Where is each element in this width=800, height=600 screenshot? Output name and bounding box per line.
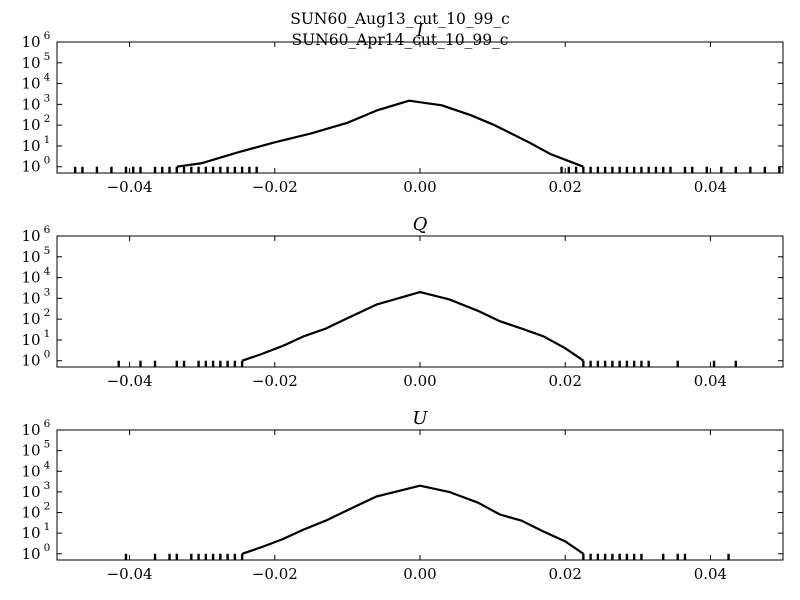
- plot-frame-q: [56, 235, 784, 368]
- y-tick-label: 10: [21, 524, 40, 542]
- y-tick-exponent: 2: [44, 501, 51, 513]
- y-tick-exponent: 0: [44, 542, 51, 554]
- y-tick-label: 10: [21, 95, 40, 113]
- y-tick-label: 10: [21, 310, 40, 328]
- x-tick-label: −0.02: [252, 565, 298, 583]
- y-tick-exponent: 4: [44, 266, 51, 278]
- y-tick-label: 10: [21, 289, 40, 307]
- distribution-curve-q: [241, 291, 585, 362]
- figure-title-line-2: SUN60_Apr14_cut_10_99_c: [292, 31, 509, 49]
- y-tick-label: 10: [21, 33, 40, 51]
- y-tick-exponent: 3: [44, 286, 51, 298]
- x-tick-label: 0.00: [403, 372, 436, 390]
- plot-frame-u: [56, 429, 784, 561]
- y-tick-exponent: 1: [44, 134, 51, 146]
- y-tick-label: 10: [21, 227, 40, 245]
- x-tick-label: 0.02: [548, 372, 581, 390]
- y-tick-exponent: 6: [44, 224, 51, 236]
- y-tick-label: 10: [21, 54, 40, 72]
- y-tick-label: 10: [21, 462, 40, 480]
- y-tick-exponent: 4: [44, 72, 51, 84]
- panel-title-i: I: [415, 20, 424, 41]
- y-tick-exponent: 3: [44, 480, 51, 492]
- y-tick-label: 10: [21, 116, 40, 134]
- x-tick-label: −0.04: [107, 372, 153, 390]
- distribution-curve-i: [176, 99, 584, 168]
- x-tick-label: −0.04: [107, 565, 153, 583]
- y-tick-label: 10: [21, 158, 40, 176]
- y-tick-exponent: 0: [44, 349, 51, 361]
- y-tick-label: 10: [21, 483, 40, 501]
- y-tick-label: 10: [21, 137, 40, 155]
- x-tick-label: −0.04: [107, 178, 153, 196]
- y-tick-exponent: 1: [44, 328, 51, 340]
- y-tick-label: 10: [21, 421, 40, 439]
- y-tick-exponent: 6: [44, 30, 51, 42]
- y-tick-exponent: 6: [44, 418, 51, 430]
- y-tick-exponent: 2: [44, 307, 51, 319]
- x-tick-label: 0.02: [548, 178, 581, 196]
- y-tick-label: 10: [21, 545, 40, 563]
- x-tick-label: 0.00: [403, 178, 436, 196]
- x-tick-label: 0.04: [694, 178, 727, 196]
- panel-u: U −0.04 −0.02 0.00 0.02 0.04 10 0 10 1 10 2 10 3 10 4 10…: [21, 408, 784, 583]
- y-tick-label: 10: [21, 352, 40, 370]
- y-tick-label: 10: [21, 504, 40, 522]
- panel-title-q: Q: [413, 214, 428, 235]
- x-tick-label: −0.02: [252, 372, 298, 390]
- y-tick-exponent: 5: [44, 245, 51, 257]
- y-tick-exponent: 3: [44, 92, 51, 104]
- distribution-curve-u: [241, 484, 585, 555]
- panel-title-u: U: [412, 408, 428, 429]
- y-tick-label: 10: [21, 75, 40, 93]
- x-tick-label: 0.04: [694, 372, 727, 390]
- plot-frame-i: [56, 41, 784, 174]
- x-tick-label: 0.04: [694, 565, 727, 583]
- x-tick-label: 0.02: [548, 565, 581, 583]
- y-tick-exponent: 1: [44, 521, 51, 533]
- y-tick-label: 10: [21, 248, 40, 266]
- panel-i: I −0.04 −0.02 0.00 0.02 0.04 10 0 10 1 10 2 10 3 10 4 10…: [21, 20, 784, 196]
- y-tick-exponent: 2: [44, 113, 51, 125]
- y-tick-exponent: 5: [44, 51, 51, 63]
- y-tick-label: 10: [21, 269, 40, 287]
- y-tick-exponent: 0: [44, 155, 51, 167]
- figure-title-line-1: SUN60_Aug13_cut_10_99_c: [290, 10, 510, 28]
- panel-q: Q −0.04 −0.02 0.00 0.02 0.04 10 0 10 1 10 2 10 3 10 4 10…: [21, 214, 784, 390]
- y-tick-exponent: 5: [44, 439, 51, 451]
- x-tick-label: −0.02: [252, 178, 298, 196]
- y-tick-exponent: 4: [44, 459, 51, 471]
- y-tick-label: 10: [21, 442, 40, 460]
- x-tick-label: 0.00: [403, 565, 436, 583]
- y-tick-label: 10: [21, 331, 40, 349]
